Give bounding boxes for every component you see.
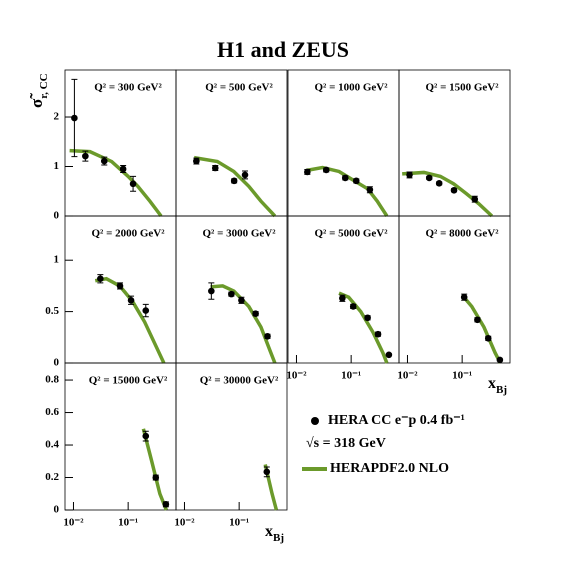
y-tick-label: 1 <box>54 160 60 172</box>
y-tick-label: 0.4 <box>45 439 59 451</box>
panel-frame <box>398 215 511 364</box>
data-point <box>119 165 127 173</box>
panel-label: Q² = 1500 GeV² <box>425 82 499 94</box>
model-curve <box>338 291 389 364</box>
panel-label: Q² = 3000 GeV² <box>202 228 276 240</box>
data-point <box>230 177 238 185</box>
data-point <box>484 335 492 342</box>
x-tick-label: 10⁻² <box>286 370 307 382</box>
panel-label: Q² = 500 GeV² <box>205 82 273 94</box>
model-curve <box>69 148 163 218</box>
legend-label: HERAPDF2.0 NLO <box>330 461 449 476</box>
data-point <box>406 171 413 179</box>
data-point <box>474 316 481 324</box>
data-point <box>349 303 357 310</box>
panel-label: Q² = 1000 GeV² <box>314 82 388 94</box>
x-tick-label: 10⁻² <box>174 517 195 529</box>
y-tick-label: 0 <box>54 357 60 369</box>
x-label: xBj <box>265 523 284 544</box>
x-tick-label: 10⁻¹ <box>452 370 472 382</box>
data-point <box>322 166 330 174</box>
model-curve <box>210 284 277 364</box>
data-point <box>341 174 349 182</box>
data-point <box>211 164 219 172</box>
model-curve <box>193 155 277 218</box>
data-point <box>425 174 433 182</box>
panel-label: Q² = 300 GeV² <box>94 82 162 94</box>
data-point <box>304 168 311 176</box>
data-point <box>238 296 245 304</box>
data-point <box>264 332 271 340</box>
data-point <box>364 314 371 322</box>
data-point <box>162 501 170 508</box>
x-tick-label: 10⁻¹ <box>229 517 249 529</box>
y-label: σ̃r, CC <box>27 73 50 108</box>
x-label-symbol: x <box>488 375 496 392</box>
x-tick-label: 10⁻¹ <box>341 370 361 382</box>
model-curve <box>94 276 166 364</box>
data-point <box>241 171 249 179</box>
data-point <box>208 287 215 295</box>
y-tick-label: 0.6 <box>45 406 59 418</box>
panel-label: Q² = 5000 GeV² <box>314 228 388 240</box>
panel-frame <box>175 362 288 511</box>
x-tick-label: 10⁻² <box>63 517 84 529</box>
model-curve <box>402 170 494 218</box>
data-point <box>460 293 468 301</box>
data-point <box>374 330 382 338</box>
data-point <box>142 307 150 314</box>
legend-label: HERA CC e⁻p 0.4 fb⁻¹ <box>328 413 465 428</box>
data-point <box>100 157 108 165</box>
data-point <box>142 432 150 440</box>
data-point <box>366 186 374 194</box>
y-tick-label: 2 <box>54 111 60 123</box>
y-tick-label: 0.2 <box>45 471 59 483</box>
x-label: xBj <box>488 375 507 396</box>
data-point <box>496 356 504 364</box>
data-point <box>127 296 135 304</box>
data-point <box>82 152 89 160</box>
panel-label: Q² = 2000 GeV² <box>91 228 165 240</box>
data-point <box>471 195 479 203</box>
x-label-sub: Bj <box>496 384 507 396</box>
data-point <box>435 180 443 187</box>
y-tick-label: 0.5 <box>45 305 59 317</box>
legend-marker <box>311 417 319 425</box>
data-point <box>193 157 200 165</box>
model-curve <box>305 165 389 217</box>
data-point <box>263 468 271 476</box>
data-point <box>352 177 360 185</box>
legend-note: √s = 318 GeV <box>306 436 386 451</box>
data-point <box>339 294 346 302</box>
x-tick-label: 10⁻² <box>397 370 418 382</box>
data-point <box>385 351 393 359</box>
y-tick-label: 1 <box>54 254 60 266</box>
data-point <box>252 310 259 317</box>
y-tick-label: 0.8 <box>45 374 59 386</box>
data-point <box>129 180 137 188</box>
panel-label: Q² = 8000 GeV² <box>425 228 499 240</box>
x-tick-label: 10⁻¹ <box>118 517 138 529</box>
data-point <box>228 290 235 298</box>
chart-title: H1 and ZEUS <box>217 37 349 62</box>
y-label-sub: r, CC <box>38 73 50 98</box>
x-label-symbol: x <box>265 523 273 540</box>
data-point <box>97 275 104 283</box>
y-tick-label: 0 <box>54 504 60 516</box>
y-tick-label: 0 <box>54 210 60 222</box>
model-curve <box>460 294 502 364</box>
data-point <box>450 186 458 194</box>
panel-label: Q² = 30000 GeV² <box>200 375 279 387</box>
panel-label: Q² = 15000 GeV² <box>89 375 168 387</box>
data-point <box>152 474 160 481</box>
data-point <box>71 114 78 122</box>
data-point <box>116 282 124 290</box>
x-label-sub: Bj <box>273 532 284 544</box>
